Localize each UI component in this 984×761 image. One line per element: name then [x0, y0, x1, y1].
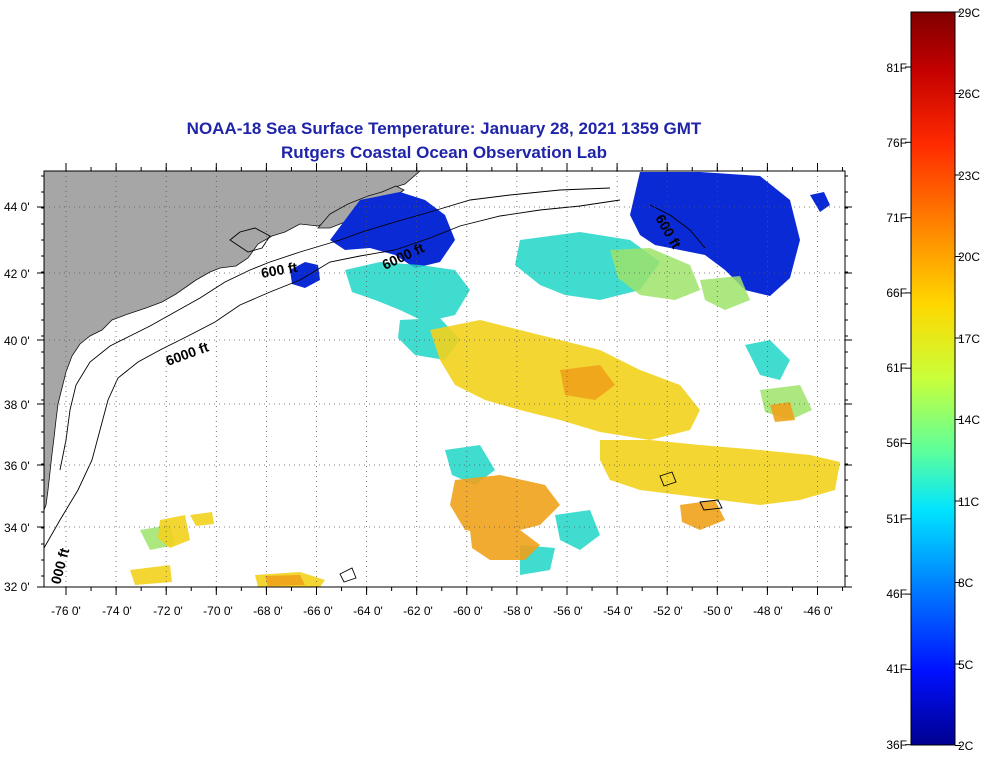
- sst-hot-patches: [265, 365, 795, 586]
- colorbar-fahrenheit-label: 81F: [886, 61, 907, 75]
- colorbar-fahrenheit-label: 61F: [886, 361, 907, 375]
- colorbar-fahrenheit-label: 36F: [886, 738, 907, 752]
- colorbar-celsius-label: 20C: [958, 250, 980, 264]
- lat-label: 36 0': [4, 459, 30, 473]
- lon-label: -56 0': [553, 604, 583, 618]
- lon-label: -54 0': [603, 604, 633, 618]
- colorbar: 29C 26C 23C 20C 17C 14C 11C 8C 5C 2C 81F…: [886, 6, 980, 753]
- colorbar-celsius-label: 8C: [958, 576, 974, 590]
- lon-label: -60 0': [453, 604, 483, 618]
- lon-label: -52 0': [653, 604, 683, 618]
- colorbar-celsius-label: 11C: [958, 495, 979, 509]
- map-subtitle: Rutgers Coastal Ocean Observation Lab: [281, 143, 607, 162]
- contour-label: 600 ft: [260, 259, 299, 281]
- lon-label: -74 0': [102, 604, 132, 618]
- lat-label: 40 0': [4, 334, 30, 348]
- lon-label: -62 0': [403, 604, 433, 618]
- lon-label: -76 0': [51, 604, 81, 618]
- sst-cool-patches: [345, 232, 790, 575]
- colorbar-fahrenheit-label: 76F: [886, 136, 907, 150]
- colorbar-celsius-label: 14C: [958, 413, 980, 427]
- sst-cold-patches: [290, 172, 830, 296]
- colorbar-fahrenheit-label: 66F: [886, 286, 907, 300]
- latitude-labels: 44 0' 42 0' 40 0' 38 0' 36 0' 34 0' 32 0…: [4, 200, 30, 594]
- lat-label: 38 0': [4, 398, 30, 412]
- lon-label: -58 0': [503, 604, 533, 618]
- colorbar-fahrenheit-label: 41F: [886, 662, 907, 676]
- colorbar-celsius-label: 17C: [958, 332, 980, 346]
- lon-label: -48 0': [753, 604, 783, 618]
- map-border: [43, 170, 846, 588]
- colorbar-celsius-label: 29C: [958, 6, 980, 20]
- colorbar-gradient: [910, 11, 956, 746]
- lat-label: 32 0': [4, 580, 30, 594]
- colorbar-celsius-label: 2C: [958, 739, 974, 753]
- colorbar-celsius-label: 26C: [958, 87, 980, 101]
- lon-label: -72 0': [153, 604, 183, 618]
- axis-ticks: [37, 163, 852, 595]
- colorbar-fahrenheit-label: 51F: [886, 512, 907, 526]
- lat-label: 34 0': [4, 521, 30, 535]
- colorbar-fahrenheit-label: 46F: [886, 587, 907, 601]
- lon-label: -46 0': [803, 604, 833, 618]
- lon-label: -64 0': [353, 604, 383, 618]
- colorbar-celsius-label: 23C: [958, 169, 980, 183]
- lat-label: 42 0': [4, 267, 30, 281]
- lon-label: -70 0': [203, 604, 233, 618]
- lat-label: 44 0': [4, 200, 30, 214]
- colorbar-fahrenheit-label: 56F: [886, 436, 907, 450]
- sst-mild-patches: [140, 248, 812, 550]
- lon-label: -66 0': [303, 604, 333, 618]
- colorbar-fahrenheit-label: 71F: [886, 211, 907, 225]
- colorbar-celsius-label: 5C: [958, 658, 974, 672]
- depth-contours: [44, 187, 723, 583]
- longitude-labels: -76 0' -74 0' -72 0' -70 0' -68 0' -66 0…: [51, 604, 833, 618]
- graticule: [44, 171, 845, 587]
- lon-label: -68 0': [253, 604, 283, 618]
- lon-label: -50 0': [703, 604, 733, 618]
- map-title: NOAA-18 Sea Surface Temperature: January…: [186, 119, 702, 138]
